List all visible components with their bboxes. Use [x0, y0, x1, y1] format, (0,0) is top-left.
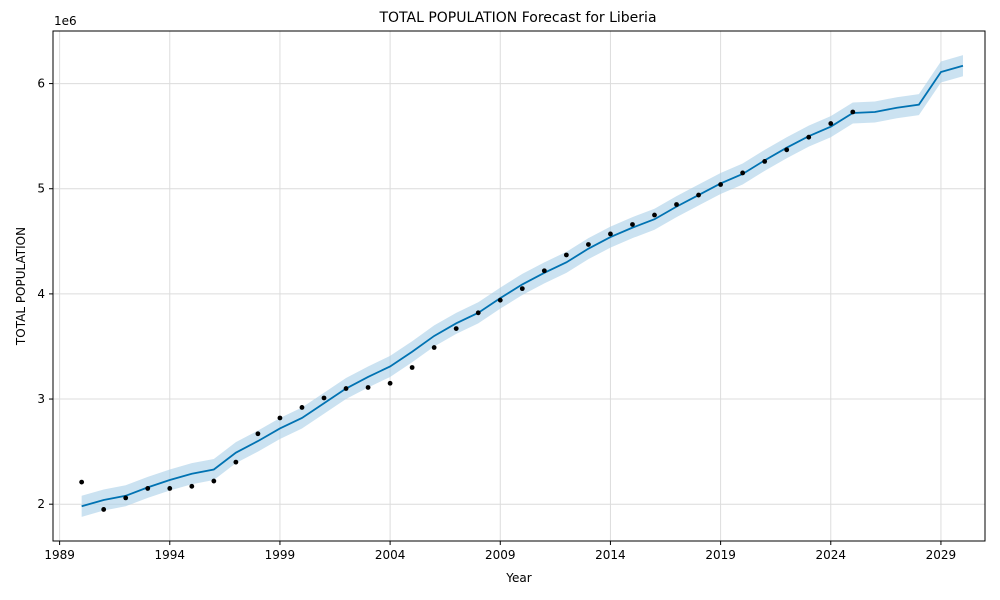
observed-point	[541, 268, 547, 274]
observed-point	[343, 386, 349, 391]
y-axis-multiplier: 1e6	[54, 14, 77, 28]
observed-point	[762, 158, 768, 164]
x-tick-label: 1999	[265, 548, 296, 562]
observed-points	[79, 109, 856, 512]
observed-point	[652, 212, 657, 218]
forecast-line	[81, 64, 964, 508]
observed-point	[79, 479, 85, 485]
x-tick-label: 1994	[155, 548, 186, 562]
observed-point	[519, 286, 525, 292]
y-tick-label: 2	[37, 497, 45, 511]
observed-point	[718, 182, 724, 187]
observed-point	[630, 222, 635, 227]
observed-point	[189, 483, 195, 489]
observed-point	[497, 297, 503, 303]
y-tick-label: 4	[37, 287, 45, 301]
observed-point	[784, 147, 790, 153]
chart-title: TOTAL POPULATION Forecast for Liberia	[378, 10, 656, 26]
x-axis-label: Year	[505, 571, 531, 585]
observed-point	[850, 109, 856, 115]
observed-point	[806, 134, 812, 140]
observed-point	[233, 459, 239, 465]
observed-point	[828, 121, 834, 126]
y-tick-label: 6	[37, 77, 45, 91]
x-tick-label: 2019	[705, 548, 736, 562]
x-tick-label: 2029	[926, 548, 957, 562]
plot-frame	[52, 30, 986, 542]
y-tick-label: 5	[37, 182, 45, 196]
observed-point	[255, 431, 261, 437]
observed-point	[211, 478, 217, 484]
observed-point	[453, 326, 459, 331]
observed-point	[365, 385, 371, 390]
y-tick-label: 3	[37, 392, 45, 406]
observed-point	[740, 170, 746, 176]
observed-point	[145, 486, 151, 491]
observed-point	[431, 345, 437, 350]
observed-point	[167, 486, 173, 491]
observed-point	[299, 405, 305, 410]
x-axis-ticks: 1989 1994 1999 2004 2009 2014 2019 2024 2029	[44, 541, 956, 562]
observed-point	[277, 415, 283, 421]
forecast-line-group	[81, 64, 964, 508]
observed-point	[586, 242, 591, 247]
y-axis-ticks: 2 3 4 5 6	[37, 77, 53, 511]
observed-point	[563, 252, 569, 258]
observed-point	[696, 192, 701, 198]
observed-point	[387, 380, 393, 386]
y-axis-label: TOTAL POPULATION	[14, 227, 28, 346]
x-tick-label: 2004	[375, 548, 406, 562]
grid-lines	[53, 31, 985, 541]
observed-point	[321, 395, 327, 401]
observed-point	[123, 495, 129, 501]
x-tick-label: 2014	[595, 548, 626, 562]
x-tick-label: 1989	[44, 548, 75, 562]
x-tick-label: 2009	[485, 548, 516, 562]
observed-point	[608, 231, 613, 237]
observed-point	[101, 507, 107, 512]
observed-point	[409, 365, 415, 370]
observed-point	[475, 310, 481, 316]
x-tick-label: 2024	[815, 548, 846, 562]
observed-point	[674, 202, 679, 207]
